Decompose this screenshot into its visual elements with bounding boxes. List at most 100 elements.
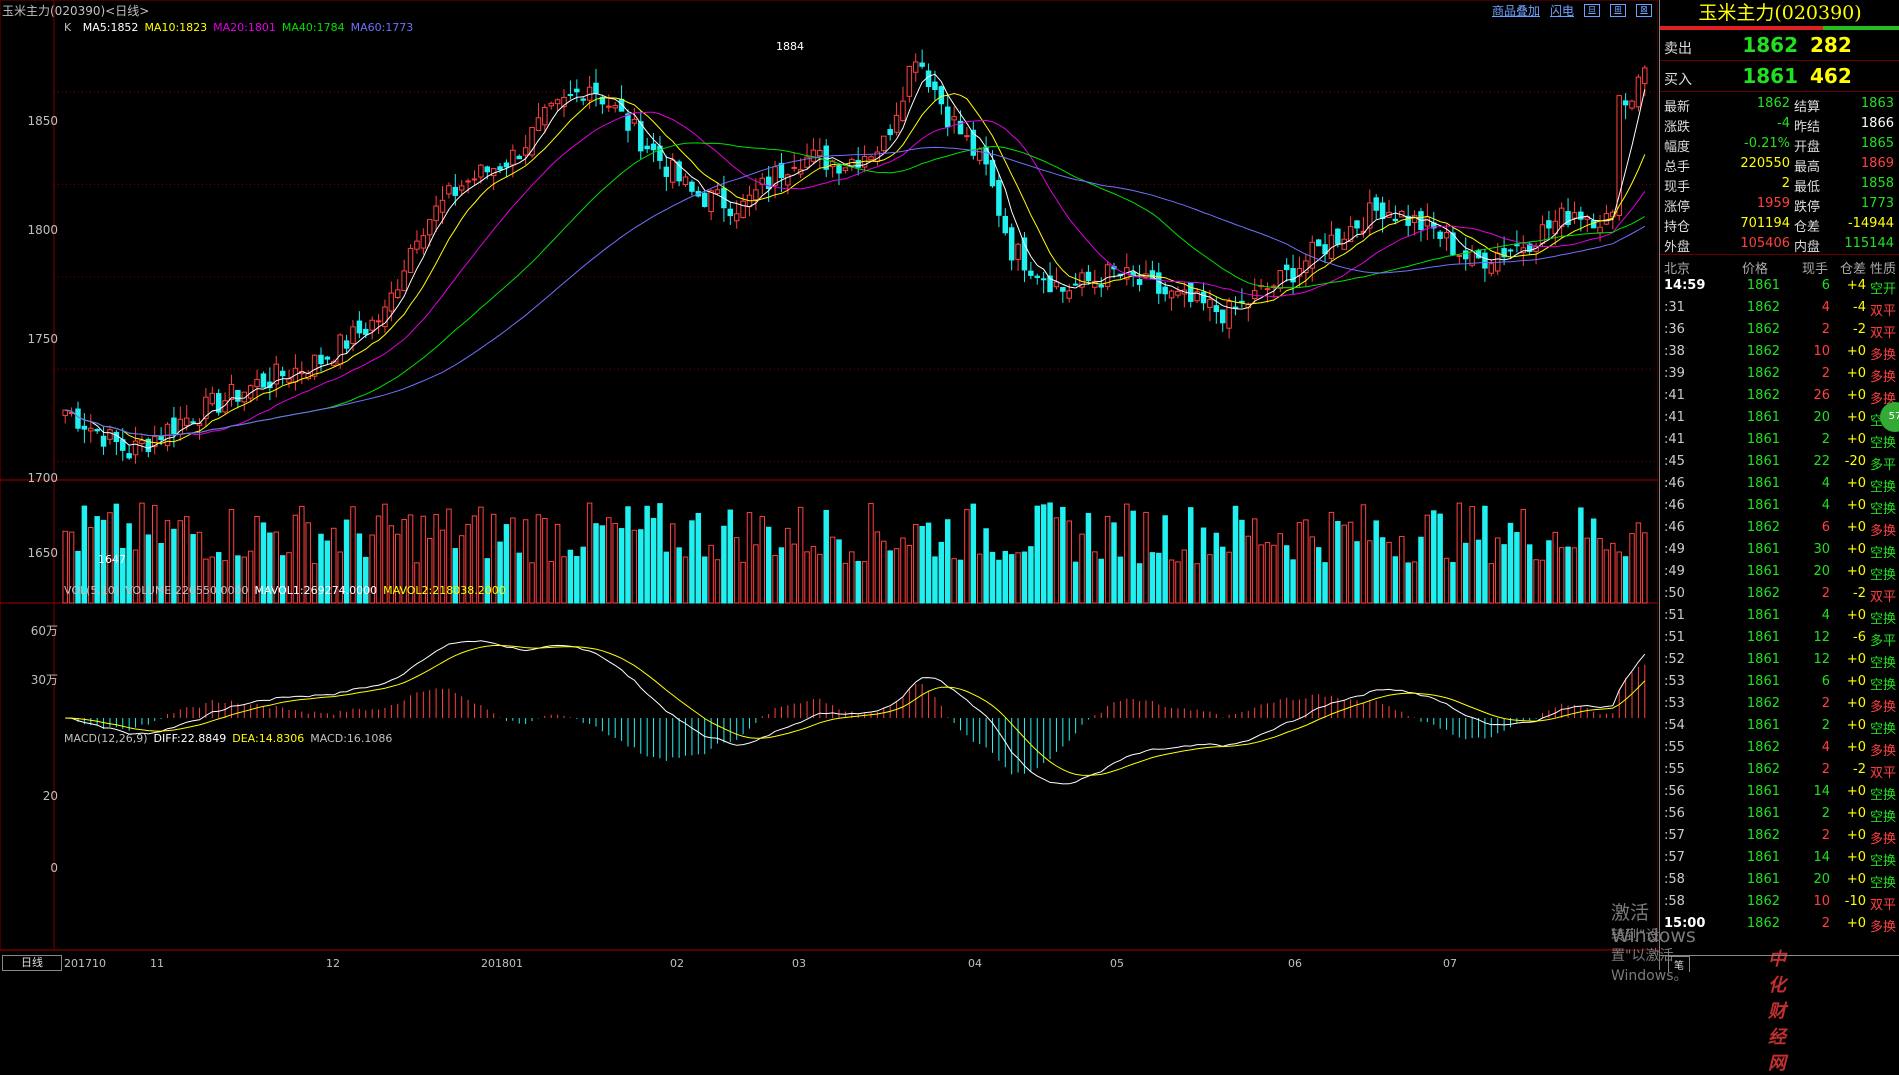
candle-body bbox=[458, 185, 465, 191]
ask-row[interactable]: 卖出 1862 282 bbox=[1660, 30, 1899, 61]
tick-row[interactable]: :46 1861 4 +0 空换 bbox=[1660, 473, 1899, 495]
ma60-line bbox=[65, 146, 1646, 437]
layout-icon[interactable]: ⊟ bbox=[1584, 4, 1600, 17]
volume-bar bbox=[964, 509, 970, 604]
candle-body bbox=[644, 145, 650, 150]
tick-oi-change: -4 bbox=[1853, 300, 1866, 315]
candle-body bbox=[426, 219, 433, 236]
tick-row[interactable]: 15:00 1862 2 +0 多换 bbox=[1660, 913, 1899, 935]
volume-bar bbox=[1028, 546, 1034, 604]
volume-bar bbox=[1558, 547, 1565, 604]
candle-body bbox=[1040, 278, 1047, 281]
tick-volume: 2 bbox=[1821, 806, 1830, 821]
stat-value: -4 bbox=[1777, 116, 1790, 131]
candle-body bbox=[183, 417, 190, 426]
candle-body bbox=[1597, 226, 1603, 234]
volume-bar bbox=[644, 505, 650, 604]
volume-bar bbox=[881, 540, 887, 604]
tick-row[interactable]: :51 1861 12 -6 多平 bbox=[1660, 627, 1899, 649]
tick-row[interactable]: :46 1862 6 +0 多换 bbox=[1660, 517, 1899, 539]
main-legend-item: MA40:1784 bbox=[281, 21, 345, 34]
tick-row[interactable]: :56 1861 2 +0 空换 bbox=[1660, 803, 1899, 825]
volume-bar bbox=[1271, 544, 1277, 604]
candle-body bbox=[471, 178, 478, 181]
volume-bar bbox=[1501, 544, 1507, 604]
tick-row[interactable]: :52 1861 12 +0 空换 bbox=[1660, 649, 1899, 671]
tick-nature: 多换 bbox=[1870, 700, 1897, 715]
tick-row[interactable]: :49 1861 20 +0 空换 bbox=[1660, 561, 1899, 583]
tick-oi-change: +0 bbox=[1846, 344, 1866, 359]
period-label[interactable]: 日线 bbox=[2, 955, 62, 971]
kline-chart-area[interactable]: 玉米主力(020390)<日线> 商品叠加 闪电 ⊟ ⊞ ⊠ K MA5:185… bbox=[0, 0, 1786, 1074]
volume-bar bbox=[1629, 533, 1635, 604]
tick-volume: 2 bbox=[1821, 696, 1830, 711]
tick-row[interactable]: :57 1861 14 +0 空换 bbox=[1660, 847, 1899, 869]
tick-row[interactable]: :38 1862 10 +0 多换 bbox=[1660, 341, 1899, 363]
candle-body bbox=[139, 439, 145, 445]
price-tick-1650: 1650 bbox=[27, 546, 58, 560]
tick-oi-change: +0 bbox=[1846, 828, 1866, 843]
tick-row[interactable]: :55 1862 4 +0 多换 bbox=[1660, 737, 1899, 759]
chart-title: 玉米主力(020390)<日线> bbox=[2, 4, 150, 18]
tick-row[interactable]: :50 1862 2 -2 双平 bbox=[1660, 583, 1899, 605]
tick-row[interactable]: :41 1862 26 +0 多换 bbox=[1660, 385, 1899, 407]
volume-bar bbox=[196, 531, 203, 604]
volume-bar bbox=[1571, 547, 1578, 604]
stat-value: 2 bbox=[1781, 176, 1790, 191]
tick-row[interactable]: :58 1861 20 +0 空换 bbox=[1660, 869, 1899, 891]
candle-body bbox=[1571, 212, 1578, 219]
tick-row[interactable]: :53 1861 6 +0 空换 bbox=[1660, 671, 1899, 693]
tick-row[interactable]: :57 1862 2 +0 多换 bbox=[1660, 825, 1899, 847]
volume-bar bbox=[100, 519, 107, 604]
bid-row[interactable]: 买入 1861 462 bbox=[1660, 61, 1899, 92]
volume-bar bbox=[580, 546, 586, 604]
volume-bar bbox=[1475, 539, 1482, 604]
overlay-commodity-link[interactable]: 商品叠加 bbox=[1491, 4, 1540, 18]
tick-volume: 2 bbox=[1821, 586, 1830, 601]
tick-row[interactable]: :31 1862 4 -4 双平 bbox=[1660, 297, 1899, 319]
tick-row[interactable]: :53 1862 2 +0 多换 bbox=[1660, 693, 1899, 715]
ticks-tab[interactable]: 笔 bbox=[1668, 956, 1690, 972]
flash-link[interactable]: 闪电 bbox=[1549, 4, 1574, 18]
tick-volume: 14 bbox=[1813, 784, 1830, 799]
tick-row[interactable]: :51 1861 4 +0 空换 bbox=[1660, 605, 1899, 627]
tick-row[interactable]: :46 1861 4 +0 空换 bbox=[1660, 495, 1899, 517]
tick-row[interactable]: :58 1862 10 -10 双平 bbox=[1660, 891, 1899, 913]
tick-row[interactable]: :55 1862 2 -2 双平 bbox=[1660, 759, 1899, 781]
candle-body bbox=[1514, 244, 1520, 247]
tick-volume: 2 bbox=[1821, 718, 1830, 733]
candle-body bbox=[1072, 283, 1079, 286]
macd-legend: MACD(12,26,9) DIFF:22.8849 DEA:14.8306 MACD… bbox=[64, 732, 398, 745]
tick-row[interactable]: :56 1861 14 +0 空换 bbox=[1660, 781, 1899, 803]
tick-row[interactable]: :39 1862 2 +0 多换 bbox=[1660, 363, 1899, 385]
volume-bar bbox=[490, 513, 497, 604]
volume-bar bbox=[586, 502, 593, 604]
candle-body bbox=[1251, 290, 1258, 300]
restore-icon[interactable]: ⊠ bbox=[1636, 4, 1652, 17]
tick-nature: 空换 bbox=[1870, 678, 1897, 693]
candle-body bbox=[235, 389, 241, 402]
tick-row[interactable]: :49 1861 30 +0 空换 bbox=[1660, 539, 1899, 561]
volume-bar bbox=[682, 556, 689, 604]
candle-body bbox=[1379, 202, 1386, 220]
tick-row[interactable]: 14:59 1861 6 +4 空开 bbox=[1660, 275, 1899, 297]
tick-volume: 12 bbox=[1813, 652, 1830, 667]
kline-chart-svg[interactable] bbox=[0, 0, 1658, 970]
ticks-list[interactable]: 14:59 1861 6 +4 空开:31 1862 4 -4 双平:36 1862 2 -2 双平:3… bbox=[1660, 275, 1899, 935]
volume-bar bbox=[318, 533, 324, 604]
floating-badge[interactable]: 57 bbox=[1880, 402, 1899, 432]
volume-bar bbox=[548, 561, 554, 604]
tick-volume: 2 bbox=[1821, 828, 1830, 843]
tick-volume: 4 bbox=[1821, 476, 1830, 491]
tick-row[interactable]: :41 1861 2 +0 空换 bbox=[1660, 429, 1899, 451]
tick-row[interactable]: :36 1862 2 -2 双平 bbox=[1660, 319, 1899, 341]
tick-row[interactable]: :45 1861 22 -20 多平 bbox=[1660, 451, 1899, 473]
volume-bar bbox=[222, 560, 228, 604]
candle-body bbox=[669, 159, 676, 183]
tick-row[interactable]: :54 1861 2 +0 空换 bbox=[1660, 715, 1899, 737]
candle-body bbox=[1367, 202, 1373, 229]
volume-bar bbox=[554, 523, 561, 604]
expand-icon[interactable]: ⊞ bbox=[1610, 4, 1626, 17]
candle-body bbox=[254, 378, 260, 388]
